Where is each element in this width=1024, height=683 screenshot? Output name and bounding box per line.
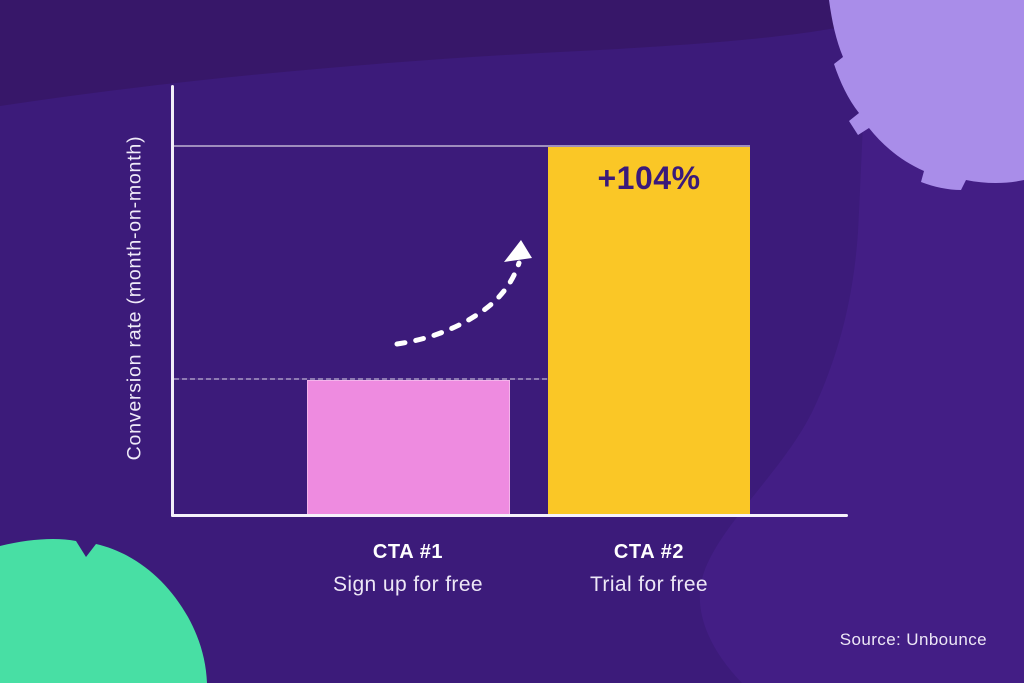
source-caption: Source: Unbounce — [839, 630, 987, 649]
background-dark-strip — [0, 0, 920, 106]
x-label-cta1: CTA #1 Sign up for free — [298, 541, 518, 597]
cta2-sublabel: Trial for free — [589, 573, 708, 596]
y-axis-title: Conversion rate (month-on-month) — [123, 135, 146, 461]
gridline-middle — [174, 378, 750, 380]
cta2-category-label: CTA #2 — [613, 541, 685, 563]
x-label-cta2: CTA #2 Trial for free — [539, 541, 759, 597]
y-axis-line — [171, 85, 174, 517]
gridline-top — [174, 145, 750, 147]
lavender-blob-shape — [829, 0, 1024, 190]
bar-value-label: +104% — [597, 160, 701, 196]
bar-cta2: +104% — [548, 147, 750, 514]
cta1-category-label: CTA #1 — [372, 541, 444, 563]
x-axis-line — [171, 514, 848, 517]
cta1-sublabel: Sign up for free — [333, 573, 483, 596]
bar-cta1 — [307, 380, 510, 514]
green-blob-shape — [0, 538, 207, 683]
